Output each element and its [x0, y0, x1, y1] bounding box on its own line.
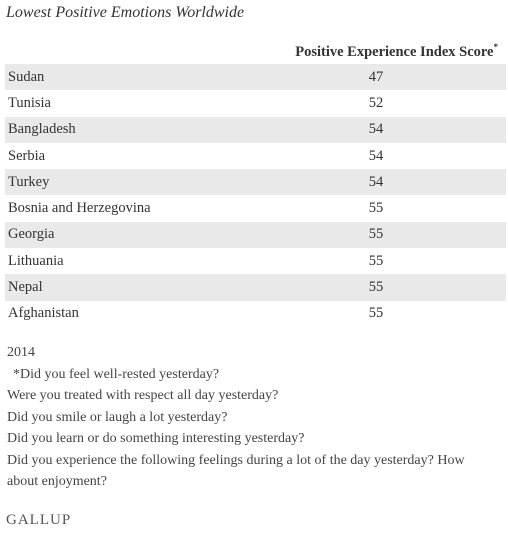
table-row: Bosnia and Herzegovina 55 [5, 195, 506, 221]
score-cell: 55 [176, 274, 506, 301]
note-line: Did you learn or do something interestin… [7, 431, 305, 446]
column-header: Positive Experience Index Score* [5, 38, 506, 64]
logo: GALLUP [6, 512, 72, 528]
table-row: Tunisia 52 [5, 90, 506, 116]
table-row: Georgia 55 [5, 221, 506, 249]
country-cell: Serbia [8, 147, 46, 164]
note-line: Did you experience the following feeling… [7, 452, 465, 490]
table-body: Sudan 47 Tunisia 52 Bangladesh 54 Serbia 54 Turk… [5, 64, 506, 327]
header-mark: * [493, 41, 499, 52]
country-cell: Bosnia and Herzegovina [8, 200, 151, 217]
score-cell: 54 [176, 116, 506, 143]
score-cell: 54 [368, 147, 384, 164]
header-row: Positive Experience Index Score* [5, 38, 506, 64]
table-head: Positive Experience Index Score* [5, 38, 506, 64]
note-line: Did you smile or laugh a lot yesterday? [7, 409, 228, 425]
table: Positive Experience Index Score* Sudan 47… [5, 38, 506, 327]
table-row: Bangladesh 54 [5, 116, 506, 143]
score-cell: 55 [368, 252, 384, 269]
score-cell: 47 [176, 64, 506, 91]
header-text: Positive Experience Index Score [295, 43, 494, 60]
table-row: Lithuania 55 [5, 248, 506, 274]
score-cell: 55 [368, 200, 384, 217]
table-row: Turkey 54 [5, 169, 506, 196]
note-line: 2014 [7, 345, 35, 360]
table-row: Afghanistan 55 [5, 301, 506, 327]
note-line: Were you treated with respect all day ye… [7, 388, 279, 403]
score-cell: 55 [176, 221, 506, 249]
table-row: Serbia 54 [5, 143, 506, 169]
title: Lowest Positive Emotions Worldwide [6, 4, 245, 21]
country-cell: Tunisia [8, 94, 51, 111]
table-row: Nepal 55 [5, 274, 506, 301]
country-cell: Turkey [5, 169, 176, 196]
country-cell: Lithuania [8, 252, 64, 269]
score-cell: 54 [176, 169, 506, 196]
country-cell: Afghanistan [8, 305, 79, 322]
country-cell: Georgia [5, 221, 176, 249]
table-row: Sudan 47 [5, 64, 506, 91]
note-line: *Did you feel well-rested yesterday? [13, 366, 220, 382]
notes: 2014 *Did you feel well-rested yesterday?… [7, 342, 477, 493]
country-cell: Sudan [5, 64, 176, 91]
score-cell: 52 [368, 94, 384, 111]
country-cell: Bangladesh [5, 116, 176, 143]
country-cell: Nepal [5, 274, 176, 301]
score-cell: 55 [368, 305, 384, 322]
